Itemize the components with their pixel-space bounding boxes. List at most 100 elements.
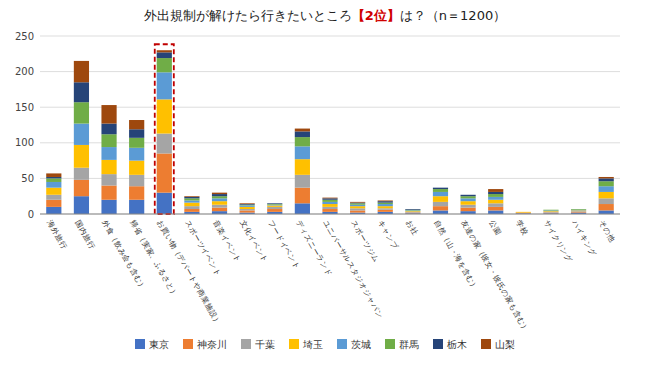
bar-segment (46, 177, 61, 178)
x-tick-label: お社 (404, 218, 420, 236)
legend-item: 山梨 (481, 339, 515, 350)
bar-segment (488, 192, 503, 194)
bar-segment (405, 209, 420, 211)
grid-line (40, 107, 620, 108)
series (46, 134, 614, 213)
legend-label: 埼玉 (302, 339, 323, 350)
bar-segment (295, 188, 310, 204)
bar-segment (184, 197, 199, 198)
legend-swatch (385, 339, 395, 349)
bar-segment (488, 200, 503, 204)
bar-segment (295, 146, 310, 159)
bar-segment (461, 205, 476, 208)
bar-segment (461, 201, 476, 205)
bar-segment (405, 211, 420, 213)
bar-segment (433, 202, 448, 206)
x-tick-label: 帰省（実家、ふるさと） (128, 218, 180, 299)
bar-segment (433, 192, 448, 196)
bar-segment (101, 174, 116, 185)
x-axis: 海外旅行国内旅行外食（飲み会も含む）帰省（実家、ふるさと）お買い物（デパートや商… (45, 217, 617, 333)
bar-segment (212, 198, 227, 201)
x-tick-label: 文化イベント (239, 218, 271, 264)
bar-segment (184, 196, 199, 198)
series (46, 99, 614, 212)
bar-segment (240, 210, 255, 212)
bar-segment (350, 208, 365, 210)
bar-segment (267, 207, 282, 209)
bar-segment (74, 168, 89, 180)
bar-segment (157, 50, 172, 52)
y-tick-label: 0 (28, 209, 34, 220)
bar-segment (571, 209, 586, 211)
bar-segment (74, 82, 89, 102)
bar-segment (295, 137, 310, 146)
legend: 東京神奈川千葉埼玉茨城群馬栃木山梨 (135, 339, 515, 350)
bar-segment (267, 203, 282, 204)
x-tick-label: スポーツジム (349, 218, 381, 264)
bar-segment (322, 202, 337, 204)
bar-segment (433, 187, 448, 188)
bar-segment (516, 211, 531, 212)
bar-segment (350, 205, 365, 206)
bar-segment (212, 193, 227, 194)
bar-segment (599, 181, 614, 186)
bar-segment (322, 198, 337, 199)
y-tick-label: 250 (15, 31, 34, 42)
bar-segment (101, 147, 116, 160)
bar-segment (461, 195, 476, 196)
bar-segment (599, 210, 614, 214)
bar-segment (350, 202, 365, 204)
bar-segment (129, 120, 144, 129)
bar-segment (184, 203, 199, 207)
highlight-box (155, 44, 174, 214)
bar-segment (571, 209, 586, 210)
bar-segment (157, 72, 172, 99)
legend-label: 神奈川 (197, 339, 227, 350)
bar-segment (405, 209, 420, 210)
bar-segment (488, 194, 503, 197)
bar-segment (433, 196, 448, 202)
bar-segment (157, 58, 172, 72)
x-axis-line (40, 214, 620, 215)
bar-segment (571, 209, 586, 211)
bar-segment (74, 196, 89, 214)
bar-segment (267, 205, 282, 206)
bar-segment (46, 207, 61, 214)
legend-label: 群馬 (399, 339, 419, 350)
bar-segment (516, 211, 531, 213)
bar-segment (101, 124, 116, 135)
bar-segment (516, 211, 531, 212)
bar-segment (599, 204, 614, 210)
bar-segment (378, 208, 393, 209)
bar-segment (267, 204, 282, 206)
bar-segment (543, 209, 558, 210)
title-part: 外出規制が解けたら行きたいところ (144, 8, 352, 23)
bar-segment (322, 207, 337, 209)
bar-segment (184, 200, 199, 202)
bar-segment (240, 205, 255, 206)
x-tick-label: 学校 (515, 218, 531, 236)
bar-segment (212, 205, 227, 208)
y-tick-label: 50 (21, 173, 34, 184)
legend-item: 神奈川 (183, 339, 227, 350)
legend-swatch (433, 339, 443, 349)
bar-segment (488, 189, 503, 192)
bar-segment (46, 195, 61, 200)
bar-segment (599, 178, 614, 181)
legend-item: 栃木 (433, 339, 467, 350)
bar-segment (599, 192, 614, 198)
grid-line (40, 142, 620, 143)
bar-segment (350, 203, 365, 204)
bar-segment (543, 211, 558, 213)
bar-segment (74, 124, 89, 145)
bar-segment (101, 160, 116, 174)
bar-segment (240, 209, 255, 210)
x-tick-label: 音楽イベント (211, 218, 243, 264)
legend-label: 千葉 (255, 339, 275, 350)
bar-segment (295, 203, 310, 214)
bar-segment (516, 211, 531, 212)
bar-segment (488, 203, 503, 207)
grid-line (40, 178, 620, 179)
legend-item: 埼玉 (289, 339, 323, 350)
legend-swatch (183, 339, 193, 349)
